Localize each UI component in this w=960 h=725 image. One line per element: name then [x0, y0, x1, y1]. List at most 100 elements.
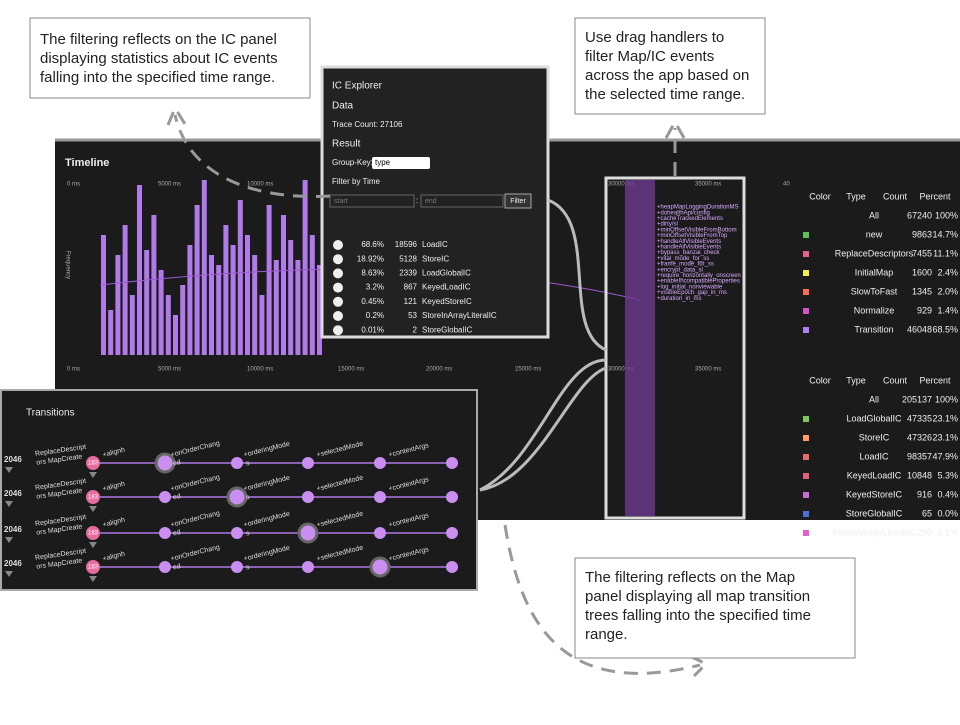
histogram-bar: [288, 240, 294, 355]
node[interactable]: [297, 522, 319, 544]
input[interactable]: [329, 194, 415, 208]
expander[interactable]: [5, 501, 13, 507]
ic-type: KeyedLoadIC: [422, 283, 471, 292]
map-id: 2046: [4, 525, 22, 534]
node[interactable]: [154, 452, 176, 474]
table-percent: 11.1%: [933, 248, 958, 258]
node[interactable]: [302, 561, 314, 573]
expander[interactable]: [5, 467, 13, 473]
color-swatch: [803, 454, 809, 460]
node[interactable]: [86, 490, 100, 504]
table-count: 47335: [907, 413, 932, 423]
info-icon[interactable]: [333, 282, 343, 293]
info-icon[interactable]: [333, 311, 343, 321]
node[interactable]: [302, 491, 314, 503]
table-count: 205137: [902, 394, 932, 404]
node[interactable]: [374, 491, 386, 503]
selection-label: +heapMapLoggingDurationMS: [657, 205, 739, 211]
button[interactable]: [504, 193, 532, 209]
ic-percent: 0.2%: [366, 311, 384, 320]
histogram-bar: [129, 295, 135, 355]
heading: Filter by Time: [332, 177, 381, 186]
node[interactable]: [446, 491, 458, 503]
select[interactable]: [372, 157, 430, 169]
info-icon[interactable]: [333, 296, 343, 307]
table-percent: 2.4%: [937, 267, 958, 277]
selection-label: +visibleEpoch_gap_in_ms: [657, 290, 727, 296]
node[interactable]: [86, 560, 100, 574]
table-count: 46048: [907, 324, 932, 334]
arrow: [173, 114, 331, 198]
info-icon[interactable]: [333, 240, 343, 250]
map-id: 2046: [4, 559, 22, 568]
axis-tick: 30000 ms: [608, 367, 634, 373]
edge-label: s: [245, 494, 251, 502]
table-header: Count: [883, 191, 908, 201]
selection-label: +vital_mode_for_ss: [657, 256, 709, 262]
expander[interactable]: [5, 537, 13, 543]
table-header: Percent: [919, 191, 951, 201]
node[interactable]: [302, 457, 314, 469]
node[interactable]: [231, 457, 243, 469]
ic-type: StoreInArrayLiteralIC: [422, 311, 497, 320]
node[interactable]: [86, 456, 100, 470]
node[interactable]: [159, 561, 171, 573]
selection-label: +duration_in_ms: [657, 296, 702, 302]
expander[interactable]: [5, 571, 13, 577]
node[interactable]: [159, 527, 171, 539]
axis-label: Frequency: [64, 251, 70, 279]
node[interactable]: [374, 457, 386, 469]
axis-tick: 20000 ms: [426, 367, 452, 373]
expander[interactable]: [89, 576, 97, 582]
selection-box: [604, 176, 746, 520]
info-icon[interactable]: [333, 254, 343, 265]
node[interactable]: [231, 527, 243, 539]
table-type: LoadIC: [859, 451, 889, 461]
histogram-bar: [273, 260, 279, 355]
expander[interactable]: [89, 506, 97, 512]
callout-box: [29, 17, 311, 99]
expander[interactable]: [89, 542, 97, 548]
histogram-bar: [201, 180, 207, 355]
histogram-bar: [144, 250, 150, 355]
ic-percent: 0.45%: [361, 297, 384, 306]
ic-count: 2339: [399, 269, 417, 278]
info-icon[interactable]: [333, 325, 343, 336]
axis-tick: 35000 ms: [695, 182, 721, 188]
ic-percent: 3.2%: [366, 283, 384, 292]
arrow: [503, 524, 701, 675]
histogram-bar: [266, 205, 272, 355]
color-swatch: [803, 289, 809, 295]
node[interactable]: [226, 486, 248, 508]
callout-text: panel displaying all map transition: [585, 588, 810, 605]
table-count: 1345: [912, 286, 932, 296]
info-icon[interactable]: [333, 268, 343, 279]
node-badge: 183: [88, 565, 99, 571]
node[interactable]: [159, 491, 171, 503]
histogram-bar: [302, 180, 308, 355]
callout-text: trees falling into the specified time: [585, 607, 811, 624]
select-value: type: [375, 158, 391, 167]
axis-tick: 25000 ms: [515, 367, 541, 373]
node[interactable]: [369, 556, 391, 578]
node[interactable]: [374, 527, 386, 539]
input[interactable]: [420, 194, 504, 208]
color-swatch: [803, 511, 809, 517]
axis-tick: 10000 ms: [247, 367, 273, 373]
node[interactable]: [231, 561, 243, 573]
node[interactable]: [86, 526, 100, 540]
node[interactable]: [446, 527, 458, 539]
expander[interactable]: [89, 472, 97, 478]
popup-title: IC Explorer: [332, 81, 383, 92]
table-count: 929: [917, 305, 932, 315]
table-percent: 68.5%: [932, 324, 958, 334]
table-percent: 14.7%: [932, 229, 958, 239]
axis-tick: 5000 ms: [158, 367, 181, 373]
table-type: All: [869, 394, 879, 404]
ic-count: 18596: [395, 240, 418, 249]
node[interactable]: [446, 457, 458, 469]
edge-label: ed: [172, 493, 181, 502]
ic-count: 53: [408, 311, 417, 320]
axis-tick: 5000 ms: [158, 182, 181, 188]
node[interactable]: [446, 561, 458, 573]
